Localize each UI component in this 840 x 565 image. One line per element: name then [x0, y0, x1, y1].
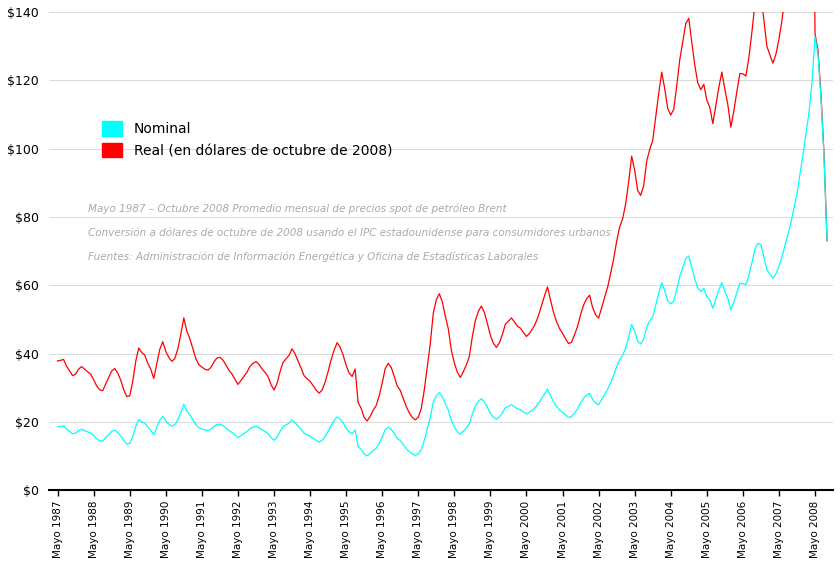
Text: Conversión a dólares de octubre de 2008 usando el IPC estadounidense para consum: Conversión a dólares de octubre de 2008 …: [87, 227, 611, 238]
Text: Fuentes: Administración de Información Energética y Oficina de Estadísticas Labo: Fuentes: Administración de Información E…: [87, 251, 538, 262]
Legend: Nominal, Real (en dólares de octubre de 2008): Nominal, Real (en dólares de octubre de …: [95, 115, 399, 165]
Text: Mayo 1987 – Octubre 2008 Promedio mensual de precios spot de petróleo Brent: Mayo 1987 – Octubre 2008 Promedio mensua…: [87, 203, 507, 214]
